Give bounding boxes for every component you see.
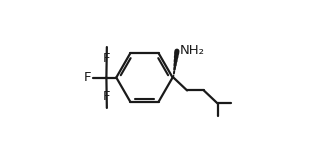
Text: F: F [84,71,91,84]
Text: NH₂: NH₂ [180,44,205,57]
Text: F: F [103,52,111,65]
Text: F: F [103,90,111,103]
